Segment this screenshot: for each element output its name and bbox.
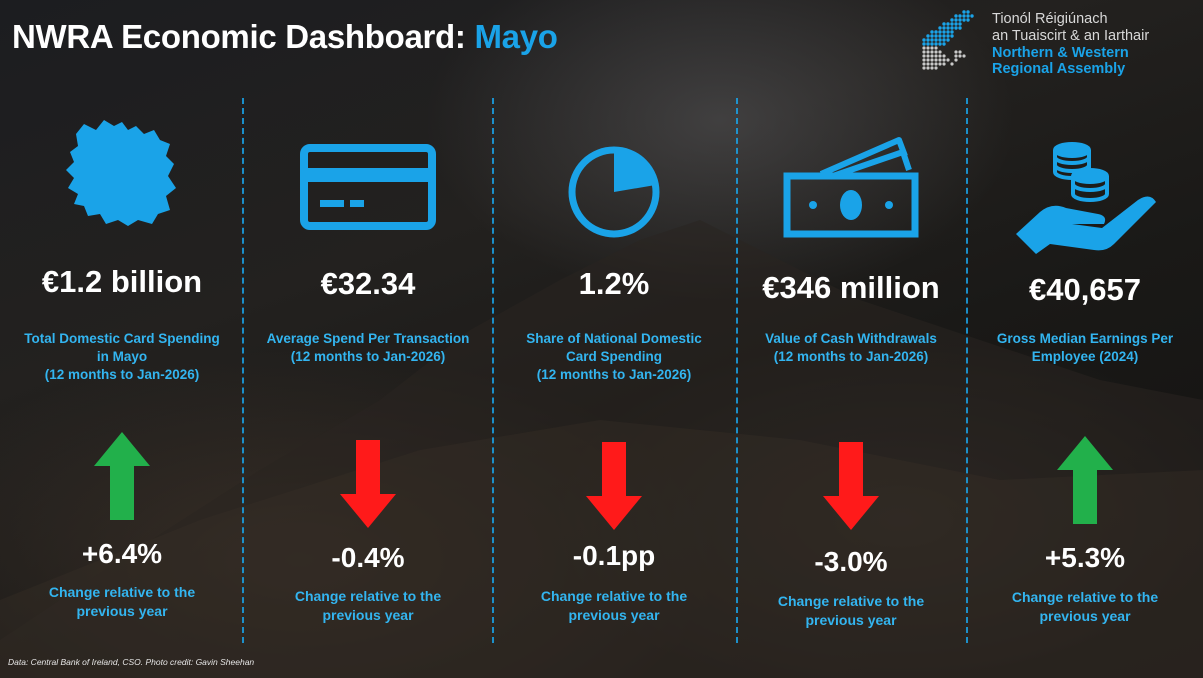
change-value: -0.4%	[331, 542, 405, 573]
metric-card-median-earnings: €40,657 Gross Median Earnings Per Employe…	[970, 100, 1200, 640]
column-divider	[242, 98, 244, 643]
up-arrow-icon	[970, 434, 1200, 526]
logo-irish-name: Tionól Réigiúnach an Tuaiscirt & an Iart…	[992, 11, 1149, 45]
change-label: Change relative to the previous year	[777, 593, 925, 628]
credit-card-icon	[248, 144, 488, 230]
metric-value: €346 million	[762, 270, 940, 305]
change-value: +6.4%	[81, 538, 163, 569]
column-divider	[736, 98, 738, 643]
data-source-footer: Data: Central Bank of Ireland, CSO. Phot…	[8, 657, 255, 667]
metric-card-cash-withdrawals: €346 million Value of Cash Withdrawals (1…	[740, 100, 962, 640]
logo-irish-line1: Tionól Réigiúnach	[992, 11, 1108, 27]
title-prefix: NWRA Economic Dashboard:	[12, 18, 475, 55]
change-value: -3.0%	[814, 546, 888, 577]
change-label: Change relative to the previous year	[1011, 589, 1159, 624]
metric-description: Total Domestic Card Spending in Mayo (12 m…	[24, 331, 220, 382]
logo-english-line2: Regional Assembly	[992, 61, 1126, 77]
metric-description: Value of Cash Withdrawals (12 months to J…	[765, 331, 937, 364]
change-label: Change relative to the previous year	[48, 584, 196, 619]
logo-irish-line2: an Tuaiscirt & an Iarthair	[992, 28, 1150, 44]
metric-description: Gross Median Earnings Per Employee (2024)	[996, 331, 1174, 364]
metric-value: €40,657	[1028, 272, 1142, 307]
metric-value: €1.2 billion	[41, 264, 203, 299]
hand-coins-icon	[970, 138, 1200, 256]
cash-banknotes-icon	[740, 136, 962, 240]
down-arrow-icon	[740, 440, 962, 532]
metric-card-card-spending: €1.2 billion Total Domestic Card Spendin…	[4, 100, 240, 640]
logo-english-name: Northern & Western Regional Assembly	[992, 45, 1129, 77]
mayo-map-icon	[4, 116, 240, 231]
page-title: NWRA Economic Dashboard: Mayo	[12, 18, 558, 56]
nwra-logo: Tionól Réigiúnach an Tuaiscirt & an Iart…	[918, 8, 1198, 78]
pie-chart-icon	[496, 144, 732, 240]
change-label: Change relative to the previous year	[294, 588, 442, 623]
change-value: +5.3%	[1044, 542, 1126, 573]
metric-value: 1.2%	[578, 266, 650, 301]
change-value: -0.1pp	[572, 540, 656, 571]
metric-card-national-share: 1.2% Share of National Domestic Card Spen…	[496, 100, 732, 640]
title-county: Mayo	[474, 18, 558, 55]
column-divider	[966, 98, 968, 643]
metric-value: €32.34	[320, 266, 416, 301]
metric-card-avg-spend: €32.34 Average Spend Per Transaction (12 …	[248, 100, 488, 640]
change-label: Change relative to the previous year	[540, 588, 688, 623]
metric-description: Average Spend Per Transaction (12 months …	[266, 331, 470, 364]
down-arrow-icon	[248, 438, 488, 530]
down-arrow-icon	[496, 440, 732, 532]
ireland-dots-logo-icon	[922, 10, 974, 70]
logo-english-line1: Northern & Western	[992, 45, 1129, 61]
up-arrow-icon	[4, 430, 240, 522]
column-divider	[492, 98, 494, 643]
metric-description: Share of National Domestic Card Spending(…	[526, 331, 702, 382]
